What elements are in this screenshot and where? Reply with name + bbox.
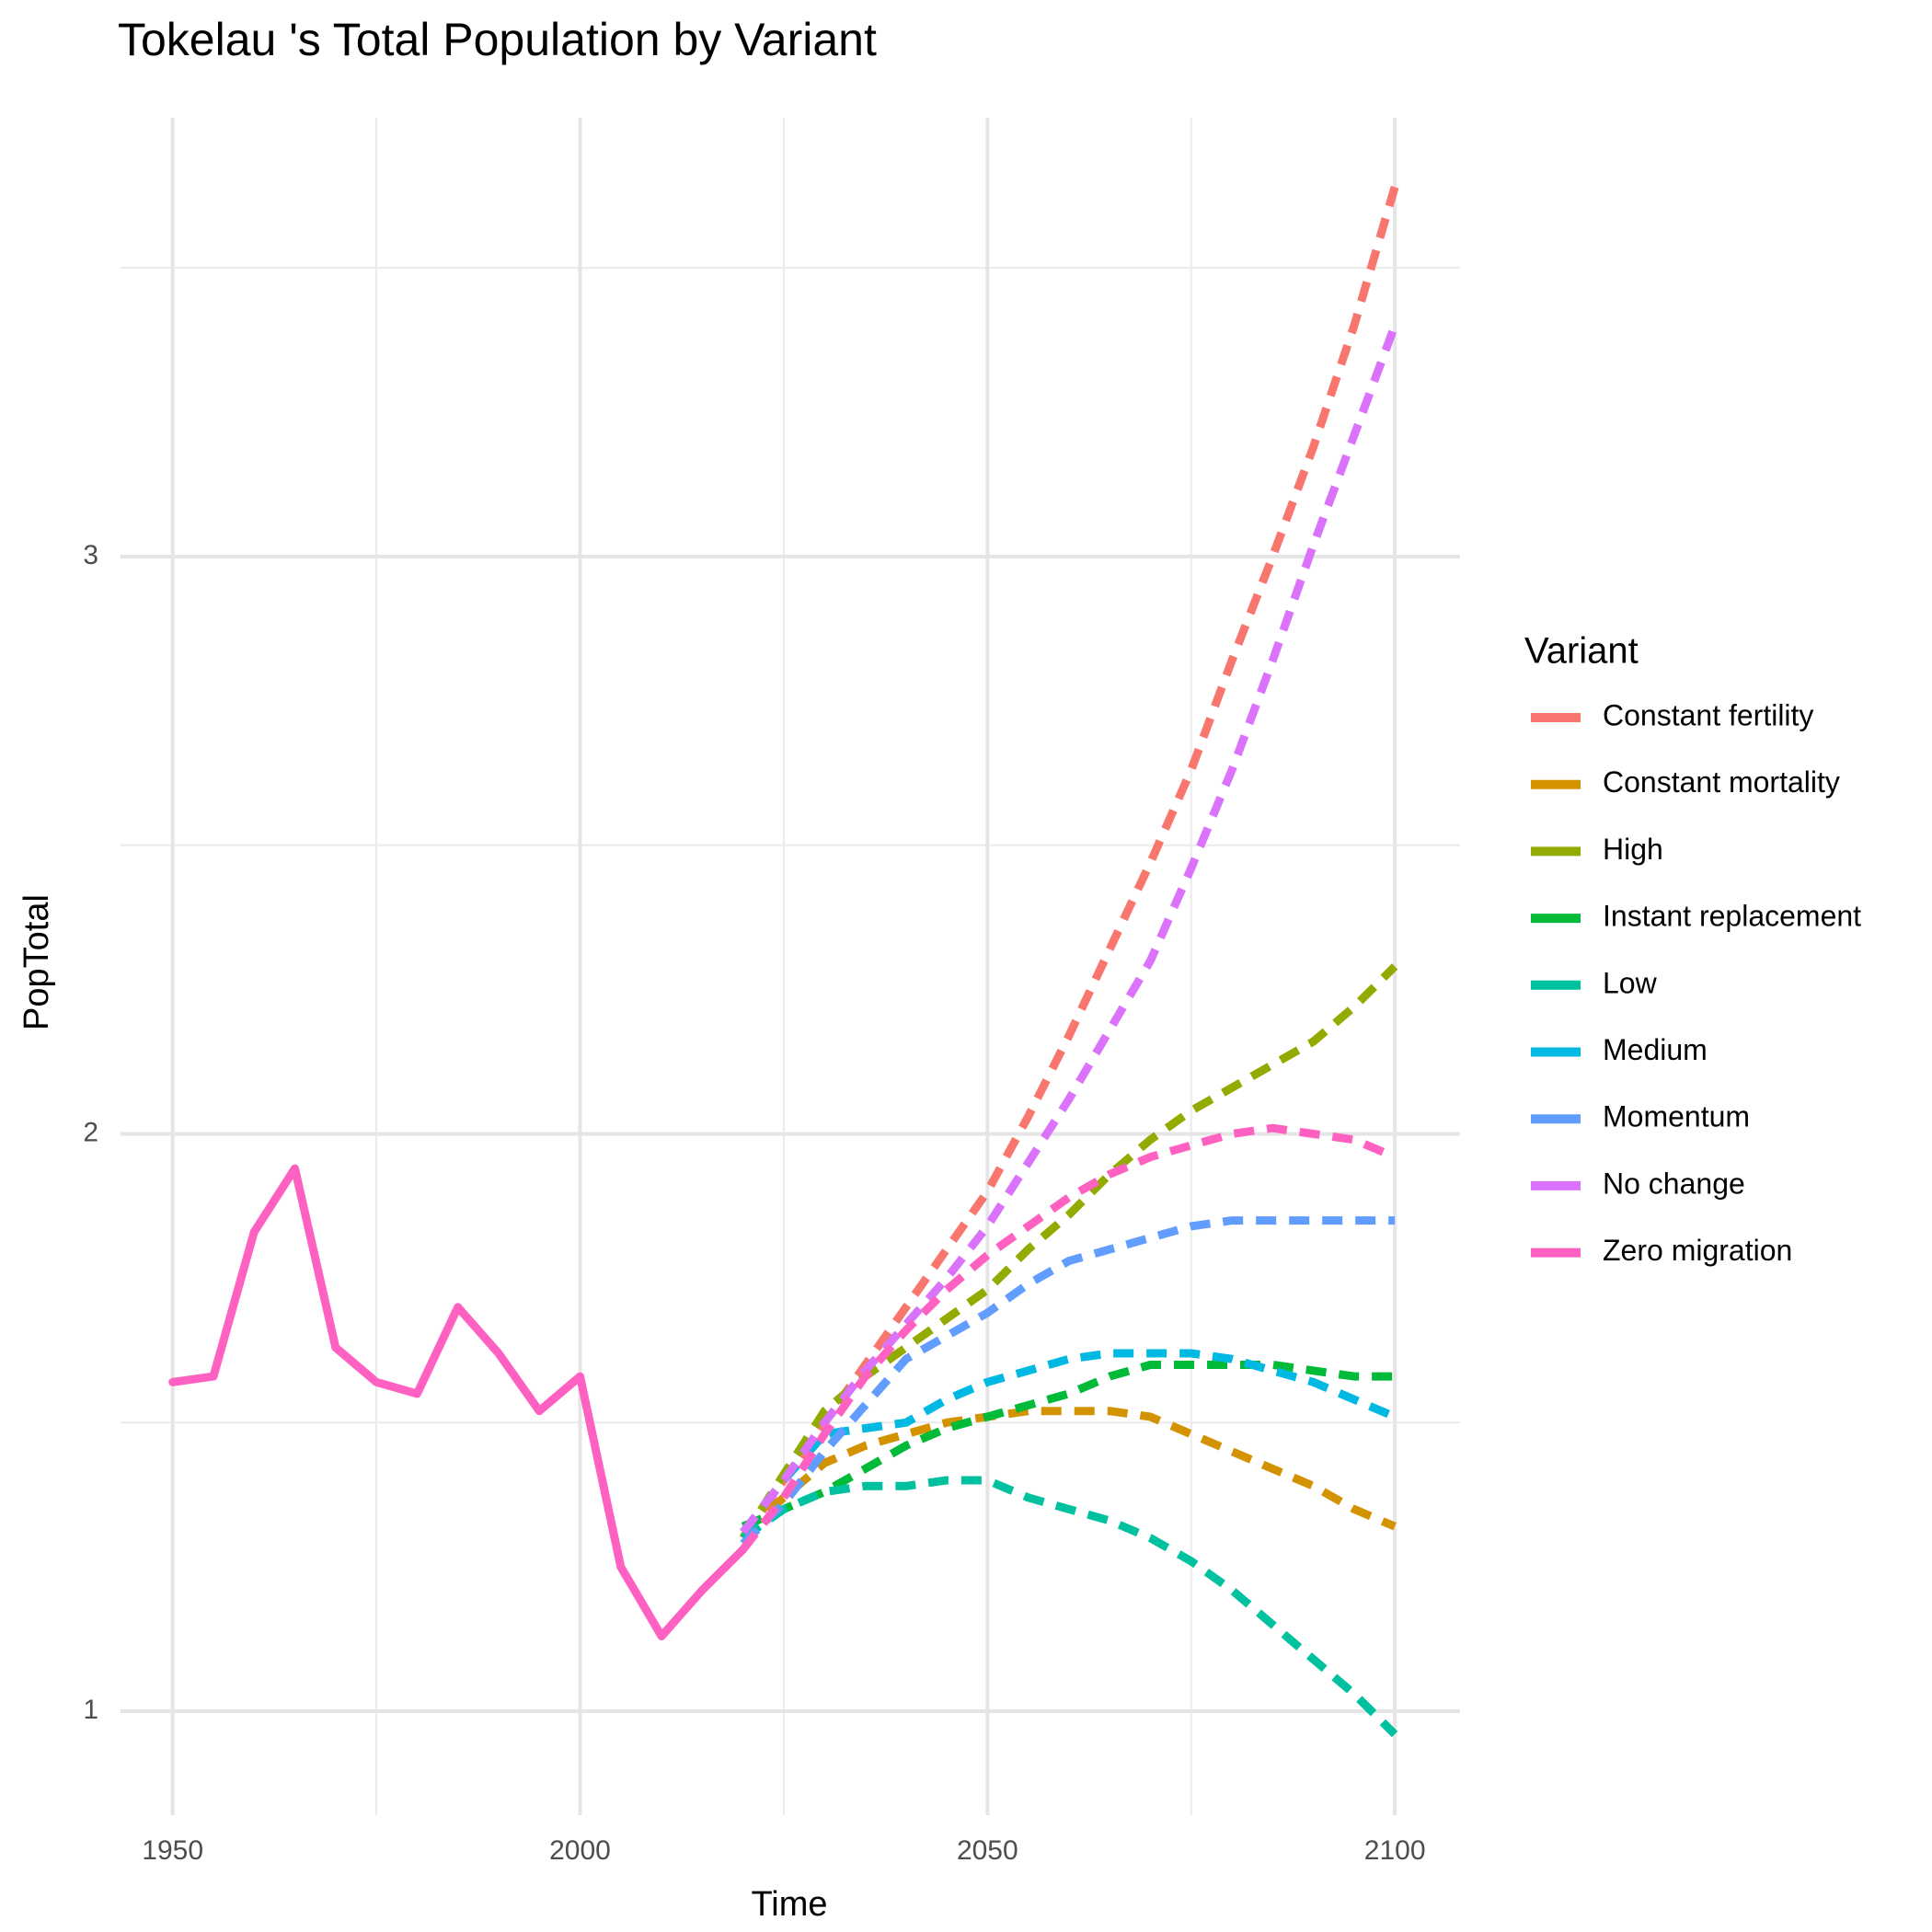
projection-line xyxy=(740,324,1399,1535)
x-tick-label: 2000 xyxy=(549,1835,611,1866)
y-axis-title: PopTotal xyxy=(17,894,56,1030)
legend-label: Constant mortality xyxy=(1603,765,1840,799)
y-tick-label: 2 xyxy=(83,1117,98,1147)
grid: 1 2 3 1950 2000 2050 2100 xyxy=(83,118,1460,1866)
x-tick-label: 1950 xyxy=(142,1835,203,1866)
legend-label: Momentum xyxy=(1603,1100,1750,1133)
projection-line xyxy=(740,1123,1397,1553)
legend-label: Constant fertility xyxy=(1603,698,1813,731)
legend-label: Low xyxy=(1603,966,1658,999)
legend-label: Medium xyxy=(1603,1033,1708,1066)
y-tick-label: 1 xyxy=(83,1695,98,1725)
x-tick-label: 2050 xyxy=(957,1835,1018,1866)
x-axis-title: Time xyxy=(751,1885,827,1924)
plot-lines xyxy=(168,186,1399,1738)
legend-label: No change xyxy=(1603,1167,1745,1200)
legend-label: High xyxy=(1603,833,1663,866)
legend-label: Zero migration xyxy=(1603,1234,1792,1267)
projection-line xyxy=(740,1349,1397,1535)
projection-line xyxy=(740,1407,1397,1535)
projection-line xyxy=(739,186,1399,1541)
chart-title: Tokelau 's Total Population by Variant xyxy=(118,14,877,65)
y-tick-label: 3 xyxy=(83,540,98,570)
legend-title: Variant xyxy=(1524,631,1639,672)
x-tick-label: 2100 xyxy=(1364,1835,1426,1866)
history-line xyxy=(168,1164,748,1640)
projection-line xyxy=(741,1361,1396,1531)
legend-label: Instant replacement xyxy=(1603,900,1861,933)
projection-line xyxy=(739,963,1398,1541)
projection-line xyxy=(740,1216,1396,1547)
legend: Constant fertility Constant mortality High… xyxy=(1531,698,1861,1267)
projection-line xyxy=(740,1476,1398,1738)
